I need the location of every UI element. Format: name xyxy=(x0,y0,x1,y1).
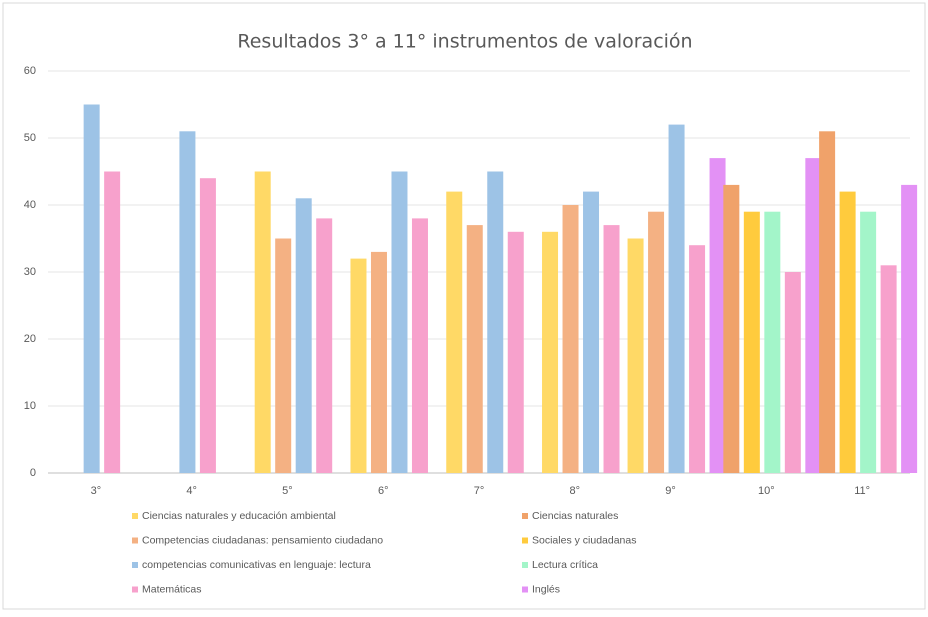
legend-label: Ciencias naturales xyxy=(532,510,618,522)
bar xyxy=(860,211,877,473)
bar xyxy=(839,191,856,473)
legend-label: Lectura crítica xyxy=(532,559,598,571)
bar xyxy=(295,198,312,474)
legend-swatch xyxy=(522,586,528,593)
bar xyxy=(370,251,387,473)
bar xyxy=(668,124,685,473)
y-tick-label: 30 xyxy=(24,266,36,278)
bar xyxy=(391,171,408,473)
bar xyxy=(275,238,292,473)
legend-swatch xyxy=(522,562,528,568)
bar xyxy=(805,158,822,473)
x-tick-label: 3° xyxy=(91,485,102,497)
legend-label: Inglés xyxy=(532,583,560,595)
bar xyxy=(179,131,196,474)
legend-swatch xyxy=(132,513,138,519)
bar xyxy=(83,104,100,473)
bar xyxy=(104,171,121,473)
chart-title: Resultados 3° a 11° instrumentos de valo… xyxy=(237,31,692,53)
x-tick-label: 11° xyxy=(854,485,870,497)
legend-swatch xyxy=(132,586,138,593)
bar xyxy=(603,225,620,473)
bar xyxy=(507,231,524,473)
x-tick-label: 10° xyxy=(758,485,775,497)
legend-swatch xyxy=(522,513,528,519)
bar xyxy=(199,178,216,473)
y-tick-label: 50 xyxy=(24,132,36,144)
y-tick-label: 20 xyxy=(24,333,36,345)
bar xyxy=(709,158,726,473)
x-tick-label: 4° xyxy=(186,485,197,497)
bar xyxy=(466,225,483,473)
legend-swatch xyxy=(132,537,138,544)
legend-label: competencias comunicativas en lenguaje: … xyxy=(142,559,371,571)
x-tick-label: 9° xyxy=(665,485,676,497)
bar xyxy=(316,218,333,473)
bar xyxy=(723,184,740,473)
y-tick-label: 0 xyxy=(30,467,36,479)
legend-label: Ciencias naturales y educación ambiental xyxy=(142,510,336,522)
bar xyxy=(487,171,504,473)
bar xyxy=(901,184,918,473)
bar xyxy=(254,171,271,473)
bar xyxy=(819,131,836,474)
bar xyxy=(411,218,428,473)
bar xyxy=(350,258,367,473)
x-tick-label: 7° xyxy=(474,485,485,497)
y-tick-label: 10 xyxy=(24,400,36,412)
bar xyxy=(446,191,463,473)
bar xyxy=(880,265,897,473)
bar xyxy=(542,231,559,473)
legend-label: Competencias ciudadanas: pensamiento ciu… xyxy=(142,534,383,546)
x-tick-label: 5° xyxy=(282,485,293,497)
y-tick-label: 40 xyxy=(24,199,36,211)
legend-swatch xyxy=(522,537,528,544)
bar xyxy=(743,211,760,473)
x-tick-label: 8° xyxy=(570,485,581,497)
legend-label: Matemáticas xyxy=(142,583,202,595)
bar xyxy=(764,211,781,473)
legend-label: Sociales y ciudadanas xyxy=(532,534,636,546)
x-tick-label: 6° xyxy=(378,485,389,497)
bar xyxy=(648,211,665,473)
bar xyxy=(627,238,644,473)
bar xyxy=(784,272,801,473)
bar xyxy=(583,191,600,473)
legend-swatch xyxy=(132,562,138,568)
bar xyxy=(689,245,706,473)
y-tick-label: 60 xyxy=(24,65,36,77)
bar xyxy=(562,205,579,473)
